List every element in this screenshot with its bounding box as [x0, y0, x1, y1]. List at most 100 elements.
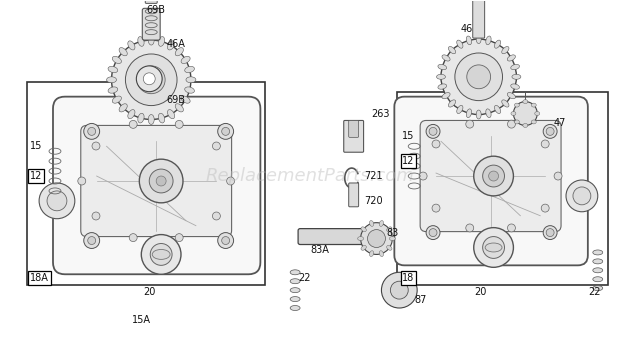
FancyBboxPatch shape — [145, 0, 157, 3]
Ellipse shape — [531, 103, 536, 107]
Ellipse shape — [507, 92, 515, 99]
Ellipse shape — [119, 104, 127, 112]
Ellipse shape — [511, 64, 520, 70]
Circle shape — [541, 140, 549, 148]
FancyBboxPatch shape — [420, 121, 561, 232]
Ellipse shape — [108, 66, 118, 73]
Circle shape — [455, 53, 502, 101]
Ellipse shape — [515, 103, 520, 107]
Circle shape — [381, 272, 417, 308]
Circle shape — [543, 226, 557, 240]
Text: 22: 22 — [588, 287, 600, 297]
Ellipse shape — [387, 227, 392, 232]
Circle shape — [47, 191, 67, 211]
Ellipse shape — [175, 48, 184, 56]
Circle shape — [541, 204, 549, 212]
Circle shape — [426, 226, 440, 240]
Ellipse shape — [442, 55, 450, 61]
Ellipse shape — [138, 36, 144, 46]
Ellipse shape — [158, 113, 165, 123]
Ellipse shape — [290, 279, 300, 284]
FancyBboxPatch shape — [472, 0, 485, 38]
Ellipse shape — [387, 245, 392, 250]
Ellipse shape — [107, 77, 117, 83]
Ellipse shape — [512, 74, 521, 79]
Ellipse shape — [593, 259, 603, 264]
Text: 87: 87 — [414, 295, 427, 305]
Circle shape — [508, 224, 515, 232]
Circle shape — [227, 177, 234, 185]
Circle shape — [489, 171, 498, 181]
Circle shape — [566, 180, 598, 212]
Circle shape — [175, 234, 183, 242]
Text: 15A: 15A — [132, 315, 151, 325]
Ellipse shape — [158, 36, 165, 46]
Circle shape — [175, 121, 183, 129]
Circle shape — [361, 223, 392, 255]
Text: 15: 15 — [402, 131, 415, 142]
Circle shape — [222, 236, 229, 244]
Ellipse shape — [466, 109, 472, 118]
Ellipse shape — [148, 114, 154, 125]
FancyBboxPatch shape — [81, 125, 232, 236]
Ellipse shape — [457, 105, 463, 113]
Ellipse shape — [290, 297, 300, 301]
Circle shape — [143, 73, 155, 85]
Text: 83: 83 — [386, 227, 399, 238]
Ellipse shape — [511, 112, 516, 116]
Ellipse shape — [175, 104, 184, 112]
Ellipse shape — [466, 36, 472, 45]
Ellipse shape — [511, 84, 520, 89]
Text: 46A: 46A — [166, 39, 185, 49]
Circle shape — [39, 183, 75, 219]
Ellipse shape — [128, 110, 135, 119]
Circle shape — [136, 66, 162, 92]
Text: 18: 18 — [402, 273, 415, 283]
Ellipse shape — [448, 47, 456, 54]
Ellipse shape — [535, 112, 540, 116]
Circle shape — [140, 159, 183, 203]
FancyBboxPatch shape — [348, 121, 358, 137]
Text: 12: 12 — [402, 156, 415, 166]
Circle shape — [149, 169, 173, 193]
Circle shape — [156, 176, 166, 186]
Circle shape — [482, 236, 505, 258]
Circle shape — [554, 172, 562, 180]
Ellipse shape — [523, 100, 528, 104]
Circle shape — [213, 212, 220, 220]
Circle shape — [432, 204, 440, 212]
Ellipse shape — [442, 92, 450, 99]
Circle shape — [474, 228, 513, 268]
Circle shape — [218, 123, 234, 139]
Text: 263: 263 — [371, 109, 390, 118]
Circle shape — [429, 127, 437, 135]
Circle shape — [546, 127, 554, 135]
Circle shape — [508, 120, 515, 128]
Text: 47: 47 — [553, 118, 565, 129]
FancyBboxPatch shape — [348, 183, 358, 207]
Text: 69B: 69B — [147, 5, 166, 15]
Ellipse shape — [438, 64, 446, 70]
FancyBboxPatch shape — [298, 229, 371, 244]
Circle shape — [543, 125, 557, 138]
Circle shape — [78, 177, 86, 185]
Text: 18A: 18A — [30, 273, 49, 283]
Ellipse shape — [370, 251, 374, 257]
Ellipse shape — [502, 100, 509, 107]
Circle shape — [84, 123, 100, 139]
Ellipse shape — [379, 251, 384, 257]
Text: 721: 721 — [365, 171, 383, 181]
Ellipse shape — [181, 56, 190, 64]
Circle shape — [474, 156, 513, 196]
Circle shape — [441, 39, 516, 114]
Circle shape — [391, 281, 408, 299]
Circle shape — [466, 120, 474, 128]
Ellipse shape — [523, 123, 528, 127]
Circle shape — [218, 232, 234, 248]
Ellipse shape — [128, 41, 135, 50]
Text: 20: 20 — [143, 287, 156, 297]
Ellipse shape — [593, 250, 603, 255]
Text: 83A: 83A — [310, 245, 329, 256]
Ellipse shape — [167, 110, 175, 119]
Circle shape — [92, 212, 100, 220]
